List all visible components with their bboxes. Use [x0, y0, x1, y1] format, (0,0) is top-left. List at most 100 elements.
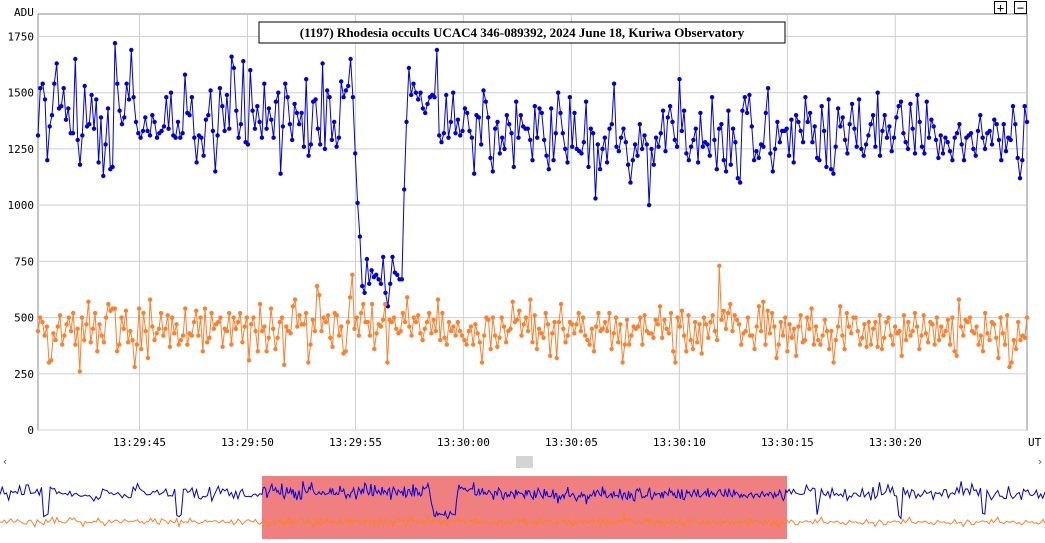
data-point — [339, 79, 344, 84]
data-point — [38, 86, 43, 91]
data-point — [611, 331, 616, 336]
data-point — [411, 81, 416, 86]
data-point — [583, 99, 589, 104]
data-point — [589, 326, 594, 331]
navigator-overview[interactable] — [0, 470, 1045, 543]
data-point — [84, 322, 89, 327]
data-point — [989, 142, 995, 147]
data-point — [978, 113, 983, 118]
data-point — [679, 308, 685, 313]
data-point — [919, 144, 925, 149]
zoom-out-button[interactable]: − — [1014, 1, 1027, 14]
scrollbar-thumb[interactable] — [516, 456, 533, 468]
data-point — [819, 104, 824, 109]
data-point — [730, 328, 735, 334]
data-point — [202, 306, 208, 311]
data-point — [434, 47, 440, 53]
data-point — [1022, 104, 1027, 109]
data-point — [312, 328, 318, 334]
data-point — [663, 149, 668, 154]
data-point — [754, 149, 759, 154]
data-point — [464, 342, 469, 347]
navigator-line — [0, 512, 1045, 529]
data-point — [257, 119, 262, 125]
data-point — [609, 346, 614, 352]
data-point — [369, 301, 375, 307]
data-point — [136, 306, 142, 311]
data-point — [166, 126, 171, 131]
data-point — [292, 297, 298, 302]
data-point — [833, 144, 838, 149]
data-point — [209, 310, 214, 316]
data-point — [776, 342, 781, 347]
data-point — [334, 313, 340, 318]
data-point — [590, 131, 596, 136]
data-point — [546, 167, 551, 172]
data-point — [767, 331, 773, 336]
navigator-selection[interactable] — [262, 476, 787, 539]
data-point — [821, 128, 827, 134]
data-point — [511, 164, 516, 170]
data-point — [323, 319, 329, 325]
data-point — [433, 328, 438, 334]
data-point — [117, 342, 122, 347]
data-point — [187, 113, 192, 118]
data-point — [751, 158, 757, 163]
data-point — [919, 333, 924, 338]
data-point — [637, 122, 642, 127]
data-point — [60, 342, 65, 347]
x-axis: 13:29:45 13:29:50 13:29:55 13:30:00 13:30:05… — [113, 436, 922, 449]
data-point — [367, 281, 372, 286]
data-point — [588, 126, 593, 131]
data-point — [805, 315, 810, 320]
data-point — [192, 135, 197, 140]
y-tick-label: 1000 — [8, 199, 35, 212]
data-point — [173, 135, 178, 140]
data-point — [262, 81, 267, 86]
data-point — [665, 115, 670, 120]
data-point — [367, 333, 373, 338]
data-point — [250, 108, 255, 113]
data-point — [49, 358, 54, 363]
data-point — [933, 137, 939, 143]
data-point — [174, 322, 179, 327]
data-point — [889, 149, 894, 154]
y-tick-label: 750 — [14, 255, 34, 268]
data-point — [877, 313, 882, 318]
data-point — [849, 331, 854, 336]
data-point — [385, 360, 390, 365]
data-point — [787, 322, 792, 327]
data-point — [398, 328, 403, 334]
data-point — [618, 322, 623, 327]
data-point — [275, 335, 280, 340]
data-point — [497, 335, 502, 340]
scroll-right-icon[interactable]: › — [1037, 455, 1043, 468]
data-point — [756, 304, 762, 309]
data-point — [315, 126, 321, 131]
data-point — [898, 99, 904, 104]
data-point — [845, 151, 850, 156]
data-point — [322, 146, 328, 152]
data-point — [413, 90, 419, 95]
data-point — [55, 324, 60, 329]
data-point — [407, 324, 412, 329]
scroll-left-icon[interactable]: ‹ — [2, 455, 8, 468]
data-point — [905, 146, 911, 152]
data-point — [794, 353, 799, 358]
data-point — [297, 313, 302, 318]
data-point — [334, 144, 339, 149]
x-tick-label: 13:30:10 — [653, 436, 706, 449]
data-point — [321, 315, 326, 320]
data-point — [424, 319, 430, 325]
data-point — [481, 333, 487, 338]
zoom-in-button[interactable]: + — [994, 1, 1007, 14]
data-point — [402, 319, 408, 325]
data-point — [758, 328, 764, 334]
data-point — [838, 304, 843, 309]
range-scrollbar[interactable]: ‹ › — [0, 455, 1045, 469]
data-point — [630, 158, 635, 163]
data-point — [742, 95, 747, 100]
data-point — [97, 322, 102, 327]
data-point — [686, 158, 691, 163]
